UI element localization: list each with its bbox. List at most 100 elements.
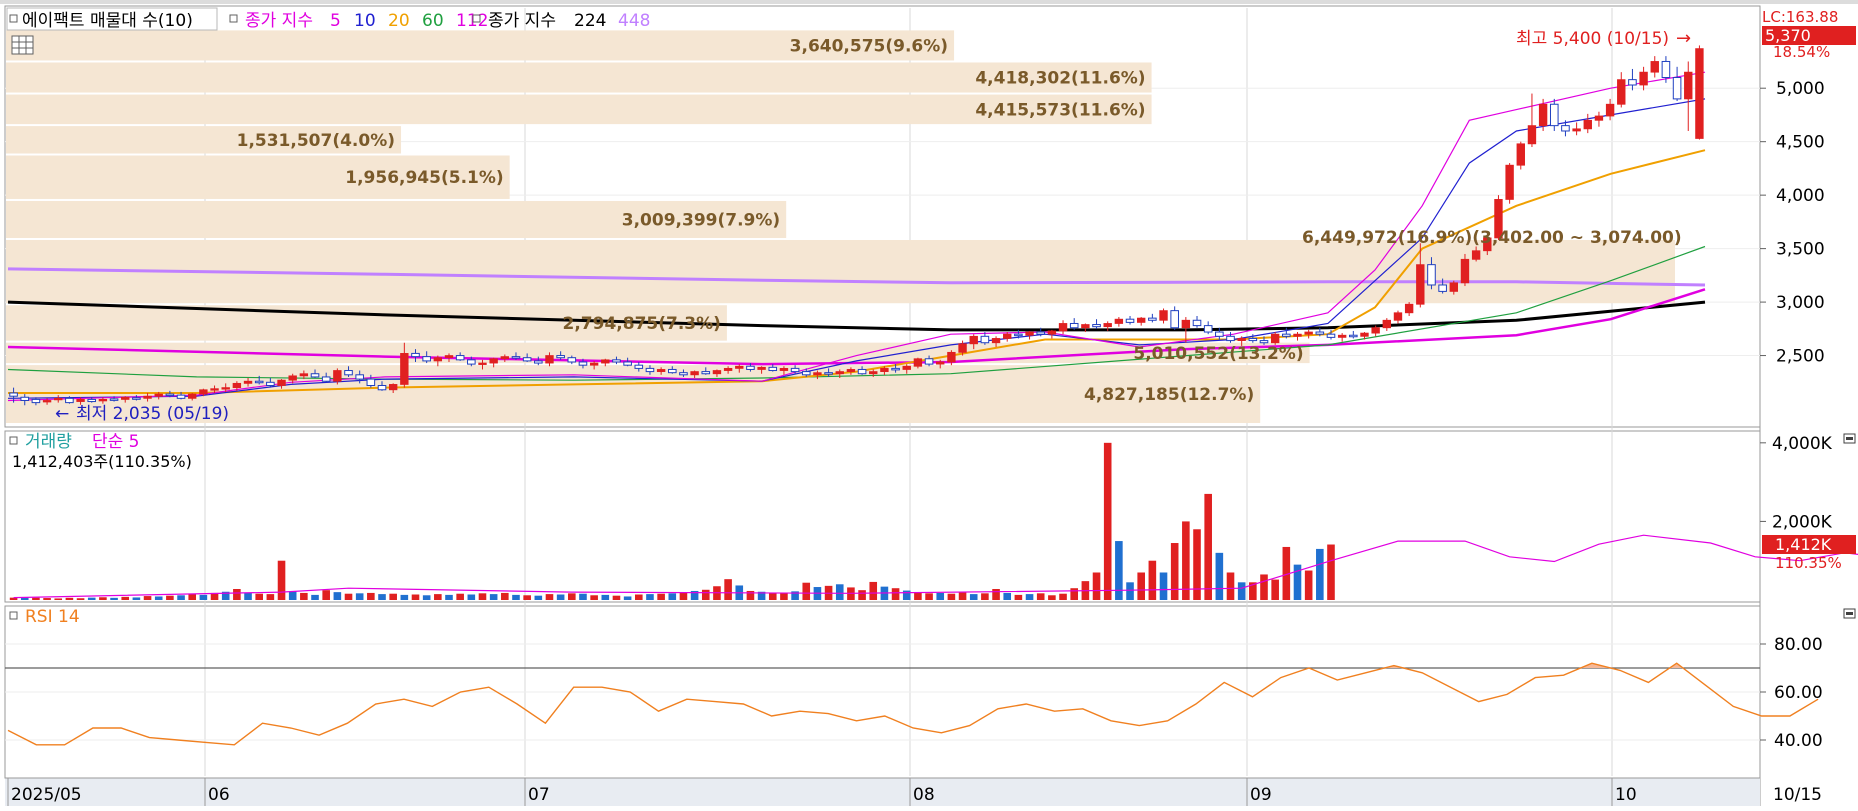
candle bbox=[1215, 331, 1224, 337]
candle bbox=[1460, 258, 1470, 284]
legend-marker-icon bbox=[229, 14, 238, 23]
candle bbox=[143, 395, 152, 399]
legend-period[interactable]: 5 bbox=[330, 11, 341, 31]
candle bbox=[846, 369, 856, 372]
volume-bar bbox=[489, 594, 498, 600]
candle bbox=[422, 356, 431, 362]
candle bbox=[556, 355, 565, 359]
legend-ma2-label[interactable]: 종가 지수 bbox=[488, 11, 556, 31]
legend-period[interactable]: 20 bbox=[388, 11, 410, 31]
volume-bar bbox=[1316, 548, 1324, 600]
candle bbox=[109, 398, 119, 401]
volume-bar bbox=[143, 596, 152, 600]
legend-marker-icon bbox=[9, 14, 18, 23]
volume-bar bbox=[1193, 529, 1201, 600]
range-annotation: 6,449,972(16.9%)(3,402.00 ~ 3,074.00) bbox=[1302, 228, 1682, 248]
candle bbox=[210, 388, 219, 391]
candle bbox=[913, 358, 923, 367]
volume-bar bbox=[434, 594, 442, 600]
candle bbox=[87, 398, 97, 403]
candle bbox=[947, 351, 956, 363]
right-axis bbox=[1760, 6, 1854, 806]
candle bbox=[1672, 77, 1682, 100]
volume-bar bbox=[556, 594, 565, 600]
candle bbox=[243, 380, 253, 384]
price-y-tick: 3,500 bbox=[1776, 240, 1825, 260]
ma5-line bbox=[7, 71, 1706, 402]
candle bbox=[355, 374, 364, 380]
volume-profile-bar bbox=[6, 305, 727, 341]
volume-bar bbox=[1249, 582, 1257, 600]
candle bbox=[1438, 284, 1447, 292]
candle bbox=[1069, 322, 1079, 329]
volume-profile-label: 4,827,185(12.7%) bbox=[1084, 385, 1254, 405]
volume-bar bbox=[166, 595, 174, 600]
rsi-title[interactable]: RSI 14 bbox=[25, 607, 80, 627]
legend-period[interactable]: 448 bbox=[618, 11, 650, 31]
candle bbox=[1516, 143, 1525, 166]
candle bbox=[1248, 337, 1258, 342]
legend-prefix[interactable]: 에이팩트 매물대 수(10) bbox=[22, 11, 193, 31]
candle bbox=[1136, 317, 1146, 323]
candle bbox=[991, 338, 1001, 344]
volume-bar bbox=[422, 595, 431, 600]
volume-bar bbox=[690, 590, 699, 600]
volume-bar bbox=[858, 590, 866, 600]
volume-title[interactable]: 거래량 bbox=[25, 432, 72, 452]
candle bbox=[310, 373, 320, 378]
volume-right-pct: 110.35% bbox=[1775, 554, 1842, 572]
candle bbox=[1639, 71, 1648, 86]
legend-ma-label[interactable]: 종가 지수 bbox=[245, 11, 313, 31]
volume-bar bbox=[1025, 594, 1034, 600]
candle bbox=[254, 380, 264, 384]
candle bbox=[1449, 282, 1458, 292]
candle bbox=[880, 367, 889, 372]
candle bbox=[1092, 324, 1101, 328]
candle bbox=[1181, 319, 1191, 329]
volume-bar bbox=[768, 592, 777, 600]
legend-period[interactable]: 10 bbox=[354, 11, 376, 31]
legend-period[interactable]: 224 bbox=[574, 11, 606, 31]
volume-bar bbox=[1003, 592, 1012, 600]
volume-bar bbox=[568, 593, 576, 600]
candle bbox=[1661, 60, 1671, 79]
candle bbox=[1148, 317, 1157, 321]
collapse-icon[interactable] bbox=[1843, 433, 1856, 444]
volume-profile-label: 4,415,573(11.6%) bbox=[975, 100, 1145, 120]
volume-bar bbox=[1237, 582, 1246, 600]
candle bbox=[1237, 338, 1246, 341]
legend-marker-icon bbox=[472, 14, 481, 23]
candle bbox=[1349, 334, 1358, 338]
legend-period[interactable]: 112 bbox=[456, 11, 488, 31]
candle bbox=[188, 393, 197, 399]
volume-ma5 bbox=[13, 534, 1858, 599]
volume-bar bbox=[802, 582, 811, 600]
table-icon[interactable] bbox=[11, 35, 34, 55]
x-axis-right-label: 10/15 bbox=[1773, 785, 1822, 805]
legend-prefix-box[interactable] bbox=[6, 7, 218, 31]
candle bbox=[478, 362, 487, 365]
volume-ma-label[interactable]: 단순 5 bbox=[92, 432, 140, 452]
volume-bar bbox=[501, 592, 509, 600]
volume-bar bbox=[277, 560, 286, 600]
legend-period[interactable]: 60 bbox=[422, 11, 444, 31]
legend-marker-icon bbox=[9, 436, 18, 445]
min-price-annotation: 최저 2,035 (05/19) bbox=[76, 404, 229, 424]
candle bbox=[1360, 332, 1369, 337]
candle bbox=[1561, 125, 1570, 132]
volume-bar bbox=[221, 591, 230, 600]
volume-bar bbox=[791, 591, 799, 600]
candle bbox=[344, 370, 353, 376]
candle bbox=[690, 371, 699, 376]
candle bbox=[1583, 119, 1592, 130]
candle bbox=[1058, 323, 1068, 332]
candle bbox=[623, 361, 632, 366]
candle bbox=[20, 396, 30, 401]
candle bbox=[1628, 79, 1637, 86]
candle bbox=[768, 366, 778, 372]
candle bbox=[176, 394, 186, 399]
candle bbox=[65, 397, 74, 404]
lc-value: LC:163.88 bbox=[1762, 8, 1838, 26]
collapse-icon[interactable] bbox=[1843, 608, 1856, 619]
